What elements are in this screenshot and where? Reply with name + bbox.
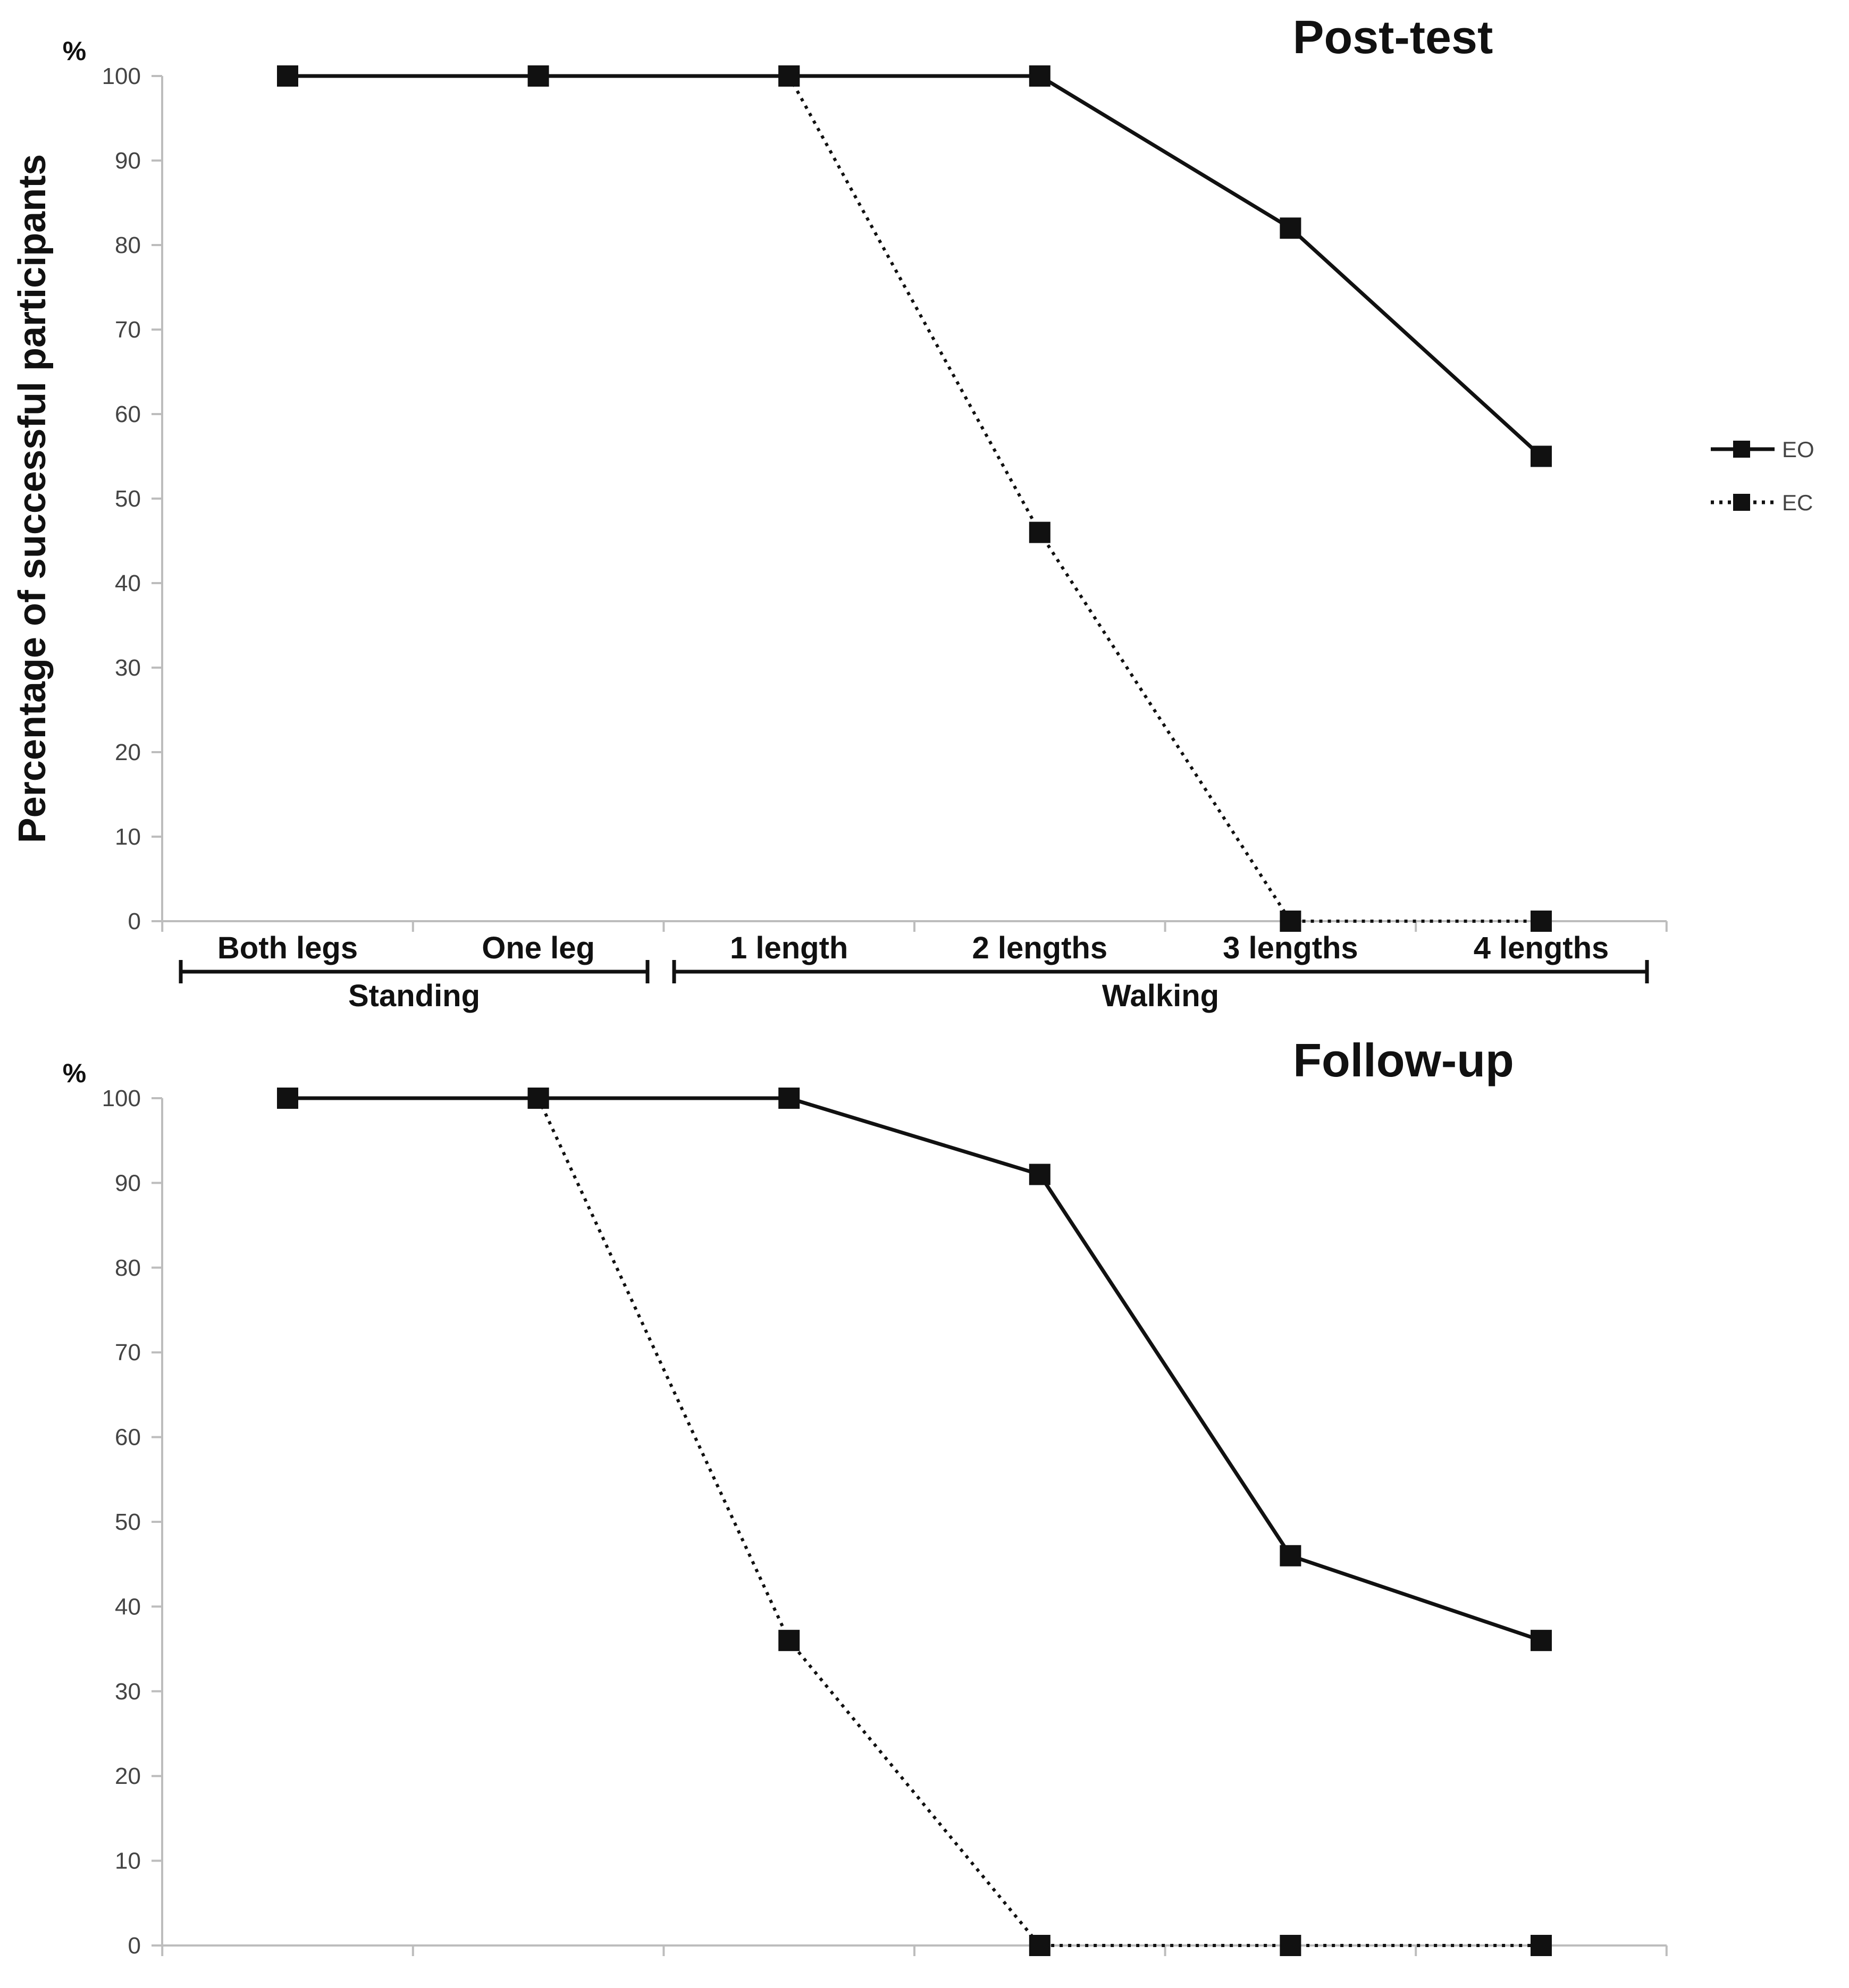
y-tick-label: 50 bbox=[115, 1509, 141, 1535]
data-point-ec bbox=[1531, 1935, 1552, 1956]
y-tick-label: 70 bbox=[115, 1340, 141, 1366]
data-point-eo bbox=[277, 65, 298, 87]
y-tick-label: 50 bbox=[115, 486, 141, 512]
x-category-label: 3 lengths bbox=[1223, 931, 1358, 965]
y-axis-title: Percentage of successful participants bbox=[11, 154, 54, 843]
y-tick-label: 80 bbox=[115, 232, 141, 258]
y-tick-label: 30 bbox=[115, 1679, 141, 1705]
y-tick-label: 80 bbox=[115, 1255, 141, 1281]
y-tick-label: 0 bbox=[128, 908, 141, 934]
group-label: Walking bbox=[1102, 979, 1219, 1013]
y-tick-label: 0 bbox=[128, 1933, 141, 1959]
data-point-ec bbox=[1280, 1935, 1301, 1956]
data-point-eo bbox=[778, 1088, 800, 1109]
x-category-label: Both legs bbox=[217, 931, 358, 965]
series-line-eo bbox=[288, 74, 1543, 458]
chart-title: Post-test bbox=[1293, 11, 1493, 63]
y-tick-label: 10 bbox=[115, 824, 141, 850]
legend-marker-ec bbox=[1733, 494, 1750, 511]
data-point-eo bbox=[1029, 1164, 1050, 1185]
data-point-eo bbox=[1531, 1630, 1552, 1652]
y-tick-label: 90 bbox=[115, 1170, 141, 1196]
series-line-ec bbox=[787, 75, 1541, 923]
chart-panel-2: Follow-up 0 10 20 30 40 50 60 70 80 90 100% bbox=[63, 1034, 1668, 1959]
series-line-ec bbox=[536, 1097, 1541, 1947]
y-tick-label: 30 bbox=[115, 655, 141, 681]
y-tick-label: 100 bbox=[102, 63, 141, 89]
y-tick-label: 60 bbox=[115, 401, 141, 427]
data-point-ec bbox=[778, 1630, 800, 1652]
y-tick-label: 40 bbox=[115, 1594, 141, 1620]
chart-panel-1: Post-test 0 10 20 30 40 50 60 70 80 90 100% Percenta… bbox=[11, 11, 1814, 1013]
legend-label-eo: EO bbox=[1782, 437, 1814, 462]
series-line-eo bbox=[288, 1096, 1542, 1642]
x-category-label: 2 lengths bbox=[972, 931, 1107, 965]
y-unit-label: % bbox=[63, 36, 86, 66]
y-tick-label: 10 bbox=[115, 1848, 141, 1874]
data-point-eo bbox=[1531, 445, 1552, 467]
data-point-eo bbox=[277, 1088, 298, 1109]
data-point-eo bbox=[527, 65, 549, 87]
data-point-ec bbox=[1531, 911, 1552, 932]
data-point-eo bbox=[1029, 65, 1050, 87]
data-point-eo bbox=[1280, 1545, 1301, 1566]
data-point-ec bbox=[527, 1088, 549, 1109]
y-tick-label: 70 bbox=[115, 317, 141, 343]
data-point-eo bbox=[1280, 217, 1301, 239]
data-point-ec bbox=[1029, 1935, 1050, 1956]
y-tick-label: 90 bbox=[115, 148, 141, 174]
y-tick-label: 100 bbox=[102, 1085, 141, 1111]
group-label: Standing bbox=[348, 979, 480, 1013]
y-tick-label: 60 bbox=[115, 1425, 141, 1451]
y-tick-label: 20 bbox=[115, 1763, 141, 1789]
y-tick-label: 20 bbox=[115, 739, 141, 765]
legend: EO EC bbox=[1711, 437, 1814, 515]
x-category-label: 4 lengths bbox=[1474, 931, 1609, 965]
y-unit-label: % bbox=[63, 1058, 86, 1088]
data-point-ec bbox=[1280, 911, 1301, 932]
y-tick-label: 40 bbox=[115, 570, 141, 596]
x-category-label: 1 length bbox=[730, 931, 848, 965]
x-category-label: One leg bbox=[482, 931, 595, 965]
data-point-ec bbox=[1029, 521, 1050, 543]
legend-marker-eo bbox=[1733, 441, 1750, 458]
data-point-ec bbox=[778, 65, 800, 87]
legend-label-ec: EC bbox=[1782, 490, 1813, 515]
chart-title: Follow-up bbox=[1293, 1034, 1514, 1086]
